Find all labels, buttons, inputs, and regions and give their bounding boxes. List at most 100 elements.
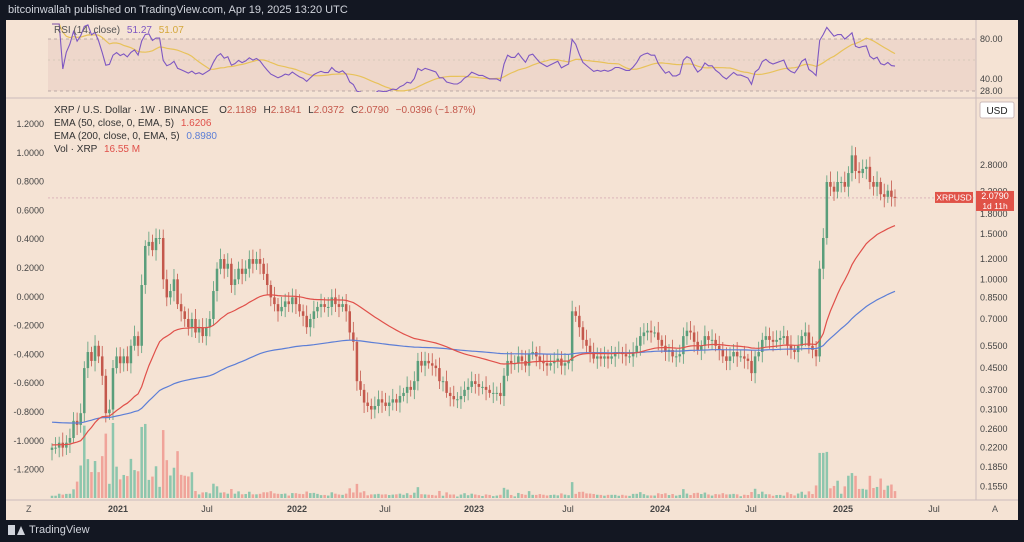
volume-bar	[761, 491, 764, 498]
volume-bar	[674, 495, 678, 498]
volume-bar	[377, 493, 380, 498]
candle-body	[298, 304, 301, 312]
candle-body	[624, 354, 628, 357]
volume-bar	[402, 494, 405, 498]
candle-body	[728, 356, 732, 361]
timezone-button[interactable]: Z	[26, 504, 32, 514]
candle-body	[380, 399, 384, 403]
volume-bar	[380, 494, 384, 498]
candle-body	[800, 336, 803, 346]
chart[interactable]: RSI (14, close) 51.27 51.07 80.00 40.00 28…	[0, 20, 1024, 520]
rsi-legend-value: 51.27	[127, 25, 152, 36]
volume-bar	[857, 488, 861, 498]
candle-body	[527, 354, 531, 366]
candle-body	[603, 356, 606, 359]
volume-bar	[517, 492, 520, 498]
volume-bar	[212, 483, 215, 498]
candle-body	[430, 363, 434, 366]
tradingview-brand: TradingView	[29, 524, 90, 536]
candle-body	[50, 447, 54, 450]
volume-bar	[140, 426, 143, 498]
volume-bar	[248, 491, 251, 498]
auto-scale-button[interactable]: A	[992, 504, 998, 514]
volume-bar	[527, 491, 531, 498]
volume-bar	[750, 491, 753, 498]
volume-bar	[276, 493, 280, 498]
volume-bar	[617, 495, 621, 498]
candle-body	[567, 360, 570, 364]
volume-bar	[639, 492, 642, 498]
candle-body	[660, 339, 664, 346]
candle-body	[811, 345, 814, 350]
candle-body	[258, 259, 262, 264]
left-axis-tick: 1.0000	[16, 148, 44, 158]
currency-box[interactable]	[979, 101, 1015, 119]
volume-bar	[434, 495, 438, 498]
volume-bar	[574, 493, 577, 498]
time-axis-tick: Jul	[201, 504, 213, 514]
volume-bar	[613, 494, 617, 498]
candle-body	[248, 259, 251, 269]
candle-body	[118, 356, 122, 364]
right-axis-tick: 0.8500	[980, 292, 1008, 302]
candle-body	[732, 352, 735, 357]
volume-bar	[549, 494, 552, 498]
volume-bar	[244, 494, 247, 498]
volume-bar	[703, 492, 707, 498]
volume-bar	[682, 489, 685, 498]
volume-bar	[373, 494, 377, 498]
volume-bar	[405, 493, 409, 498]
candle-body	[739, 356, 743, 358]
volume-bar	[477, 495, 481, 498]
candle-body	[725, 356, 728, 361]
time-axis-tick: 2022	[287, 504, 307, 514]
candle-body	[330, 297, 334, 307]
volume-bar	[463, 493, 466, 498]
volume-bar	[854, 475, 857, 498]
volume-bar	[283, 493, 287, 498]
volume-bar	[596, 494, 599, 498]
candle-body	[592, 352, 595, 359]
volume-bar	[222, 492, 226, 498]
candle-body	[122, 356, 126, 364]
tradingview-logo[interactable]: TradingView	[8, 524, 90, 536]
candle-body	[230, 263, 233, 286]
volume-bar	[240, 494, 244, 498]
volume-bar	[710, 495, 714, 498]
candle-body	[642, 332, 646, 337]
candle-body	[678, 354, 682, 357]
right-axis-tick: 0.1550	[980, 482, 1008, 492]
candle-body	[255, 259, 258, 264]
candle-body	[316, 306, 319, 312]
candle-body	[563, 363, 567, 366]
candle-body	[671, 349, 674, 357]
candle-body	[165, 279, 169, 298]
candle-body	[459, 396, 463, 400]
legend-ema50-prefix: EMA (50, close, 0, EMA, 5)	[54, 118, 174, 129]
candle-body	[499, 392, 502, 397]
volume-bar	[100, 456, 104, 498]
candle-body	[639, 336, 642, 346]
volume-bar	[552, 494, 556, 498]
volume-bar	[122, 474, 126, 498]
candle-body	[326, 306, 330, 308]
candle-body	[108, 409, 111, 414]
candle-body	[520, 356, 524, 361]
legend-h-label: H	[263, 105, 270, 116]
left-axis-tick: -0.2000	[13, 321, 44, 331]
time-axis[interactable]: 2021 Jul 2022 Jul 2023 Jul 2024 Jul 2025 Jul	[108, 504, 940, 514]
volume-bar	[326, 495, 330, 498]
candle-body	[717, 345, 721, 350]
volume-bar	[667, 495, 671, 498]
volume-bar	[190, 472, 194, 498]
candle-body	[879, 181, 882, 195]
candle-body	[549, 363, 552, 366]
volume-bar	[391, 494, 395, 498]
candle-body	[682, 336, 685, 355]
left-axis-tick: 0.4000	[16, 234, 44, 244]
candle-body	[251, 259, 255, 264]
volume-bar	[531, 494, 534, 498]
volume-bar	[793, 495, 796, 498]
candle-body	[452, 396, 456, 400]
volume-bar	[355, 483, 359, 498]
